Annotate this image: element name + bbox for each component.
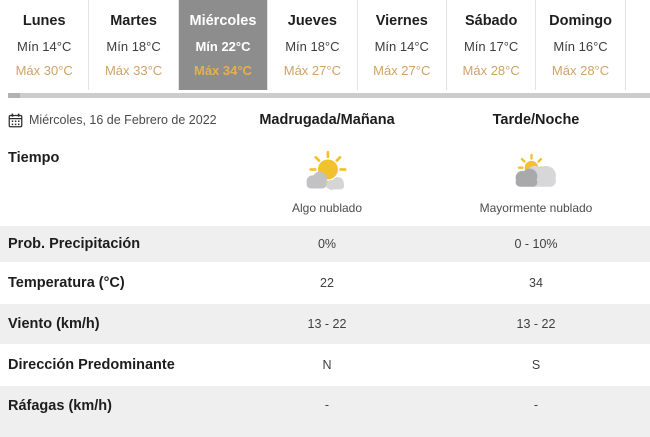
row-label: Prob. Precipitación [8, 236, 141, 252]
detail-header-row: Miércoles, 16 de Febrero de 2022 Madruga… [0, 100, 650, 140]
tab-strip-overflow [625, 0, 650, 90]
row-value-evening: S [531, 358, 541, 372]
tab-miercoles-selected[interactable]: Miércoles Mín 22°C Máx 34°C [178, 0, 269, 90]
column-header-tarde-noche: Tarde/Noche [492, 112, 580, 128]
weather-cell-morning: Algo nublado [232, 150, 422, 215]
tab-min-temp: Mín 16°C [553, 39, 608, 54]
row-label: Ráfagas (km/h) [8, 398, 112, 414]
tab-min-temp: Mín 17°C [463, 39, 519, 54]
tab-day-label: Martes [110, 13, 157, 29]
row-value-morning: 0% [317, 237, 337, 251]
tab-max-temp: Máx 34°C [194, 63, 252, 78]
row-label: Temperatura (°C) [8, 275, 125, 291]
tab-max-temp: Máx 28°C [462, 63, 520, 78]
row-direccion-predominante: Dirección Predominante N S [0, 344, 650, 386]
row-value-evening: 34 [529, 276, 543, 290]
tab-min-temp: Mín 14°C [17, 39, 72, 54]
tab-lunes[interactable]: Lunes Mín 14°C Máx 30°C [0, 0, 90, 90]
row-value-evening: 13 - 22 [516, 317, 556, 331]
row-value-morning: 13 - 22 [307, 317, 347, 331]
tab-day-label: Lunes [22, 13, 66, 29]
tab-max-temp: Máx 27°C [373, 63, 431, 78]
calendar-icon [8, 113, 23, 127]
tab-max-temp: Máx 30°C [15, 63, 73, 78]
row-prob-precipitacion: Prob. Precipitación 0% 0 - 10% [0, 226, 650, 262]
tab-martes[interactable]: Martes Mín 18°C Máx 33°C [89, 0, 179, 90]
weather-row-label: Tiempo [8, 150, 60, 166]
row-label: Dirección Predominante [8, 357, 175, 373]
row-viento: Viento (km/h) 13 - 22 13 - 22 [0, 304, 650, 344]
row-label: Viento (km/h) [8, 316, 100, 332]
row-value-evening: - [533, 398, 539, 412]
tabs-scrollbar[interactable] [8, 93, 650, 98]
weather-caption-evening: Mayormente nublado [479, 201, 593, 215]
row-value-evening: 0 - 10% [514, 237, 558, 251]
partly-cloudy-icon [306, 150, 347, 190]
tab-max-temp: Máx 27°C [283, 63, 341, 78]
tab-min-temp: Mín 18°C [106, 39, 161, 54]
selected-date-label: Miércoles, 16 de Febrero de 2022 [29, 113, 217, 127]
weather-cell-evening: Mayormente nublado [422, 150, 650, 215]
row-value-morning: N [322, 358, 332, 372]
tab-sabado[interactable]: Sábado Mín 17°C Máx 28°C [446, 0, 537, 90]
day-tab-strip: Lunes Mín 14°C Máx 30°C Martes Mín 18°C … [0, 0, 650, 90]
weather-row: Tiempo Algo nublado [0, 140, 650, 226]
row-rafagas: Ráfagas (km/h) - - [0, 386, 650, 437]
tabs-scrollbar-thumb[interactable] [8, 93, 20, 98]
weather-caption-morning: Algo nublado [291, 201, 363, 215]
mostly-cloudy-icon [515, 153, 556, 187]
tab-jueves[interactable]: Jueves Mín 18°C Máx 27°C [268, 0, 358, 90]
row-value-morning: - [324, 398, 330, 412]
column-header-madrugada-manana: Madrugada/Mañana [259, 112, 395, 128]
tab-max-temp: Máx 28°C [551, 63, 610, 78]
tab-min-temp: Mín 14°C [374, 39, 429, 54]
tab-min-temp: Mín 22°C [195, 39, 251, 54]
row-value-morning: 22 [320, 276, 334, 290]
forecast-detail-table: Miércoles, 16 de Febrero de 2022 Madruga… [0, 100, 650, 437]
tab-day-label: Jueves [287, 13, 337, 29]
selected-date: Miércoles, 16 de Febrero de 2022 [0, 113, 232, 128]
tab-day-label: Viernes [375, 13, 428, 29]
tab-day-label: Domingo [549, 13, 612, 29]
tab-min-temp: Mín 18°C [285, 39, 340, 54]
tab-viernes[interactable]: Viernes Mín 14°C Máx 27°C [357, 0, 447, 90]
tab-max-temp: Máx 33°C [104, 63, 163, 78]
tab-day-label: Sábado [464, 13, 518, 29]
tab-domingo[interactable]: Domingo Mín 16°C Máx 28°C [536, 0, 626, 90]
row-temperatura: Temperatura (°C) 22 34 [0, 262, 650, 304]
tab-day-label: Miércoles [189, 13, 257, 29]
